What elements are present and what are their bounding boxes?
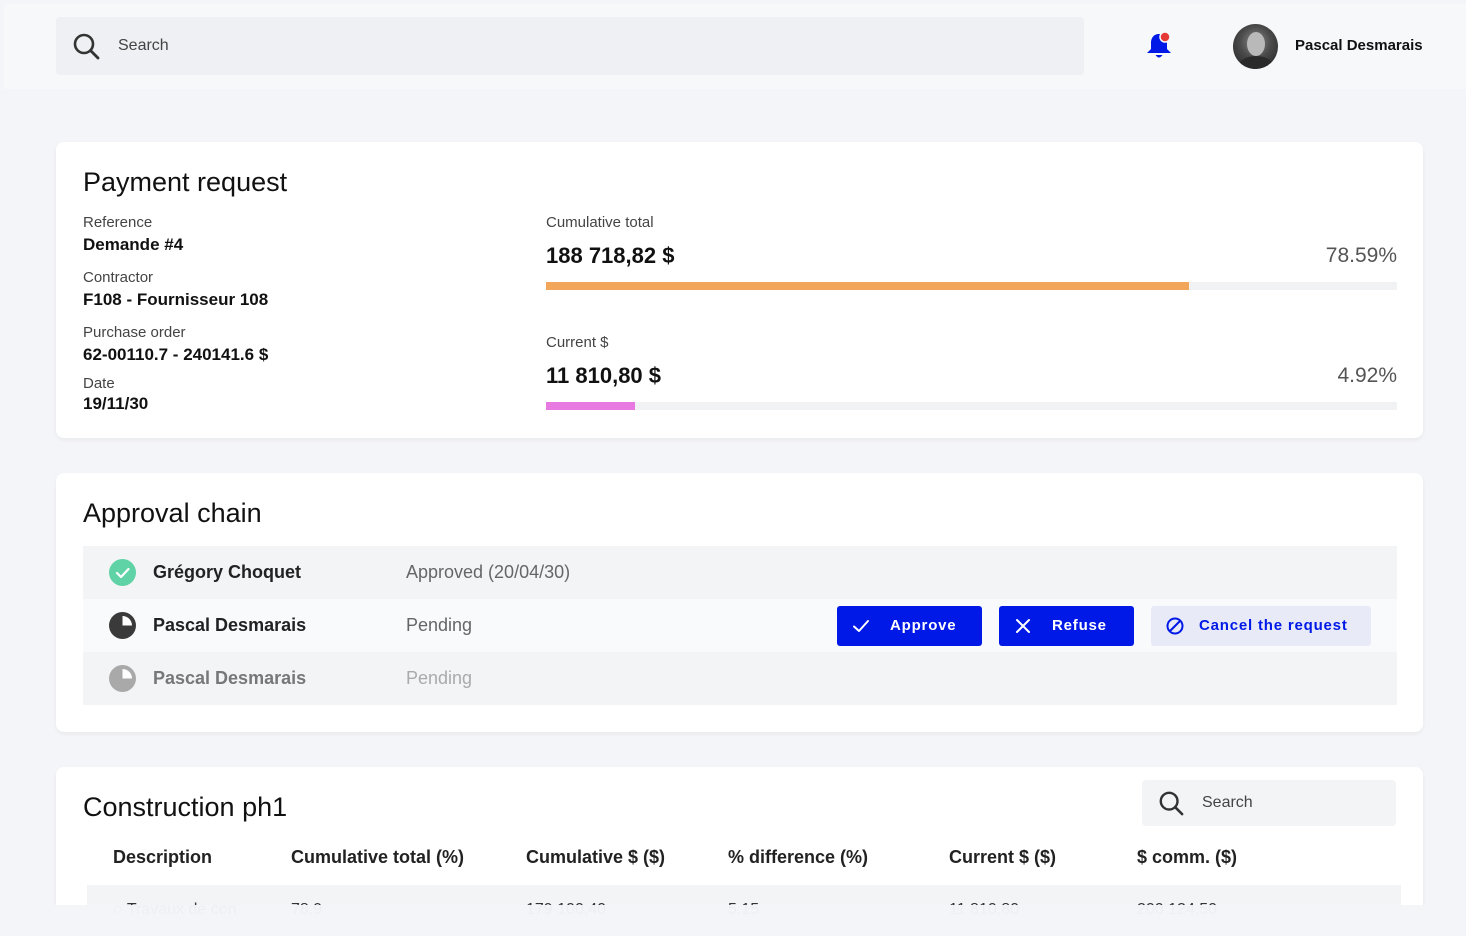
approval-state: Pending — [406, 668, 473, 688]
payment-request-title: Payment request — [83, 167, 288, 197]
table-search[interactable] — [1142, 780, 1396, 826]
column-header-description[interactable]: Description — [113, 847, 213, 867]
approval-chain-card: Approval chain Grégory Choquet Approved … — [56, 473, 1423, 732]
close-icon — [1016, 619, 1030, 633]
cumulative-total-label: Cumulative total — [546, 214, 654, 231]
cancel-request-button[interactable]: Cancel the request — [1151, 606, 1371, 646]
approve-button[interactable]: Approve — [837, 606, 982, 646]
search-icon — [1159, 791, 1184, 816]
approver-name: Pascal Desmarais — [153, 668, 307, 688]
approval-chain-title: Approval chain — [83, 498, 262, 528]
cancel-icon — [1166, 617, 1184, 635]
current-percent: 4.92% — [1337, 364, 1397, 387]
purchase-order-value: 62-00110.7 - 240141.6 $ — [83, 345, 269, 364]
contractor-value: F108 - Fournisseur 108 — [83, 290, 269, 309]
approval-state: Pending — [406, 615, 473, 635]
payment-request-card: Payment request Reference Demande #4 Con… — [56, 142, 1423, 438]
bottom-fade — [0, 905, 1466, 936]
column-header-commitment[interactable]: $ comm. ($) — [1137, 847, 1238, 867]
column-header-current[interactable]: Current $ ($) — [949, 847, 1057, 867]
reference-value: Demande #4 — [83, 235, 184, 254]
approver-name: Grégory Choquet — [153, 562, 302, 582]
current-label: Current $ — [546, 334, 609, 351]
approval-row: Grégory Choquet Approved (20/04/30) — [83, 546, 1397, 599]
column-header-cumulative-amount[interactable]: Cumulative $ ($) — [526, 847, 666, 867]
reference-label: Reference — [83, 214, 153, 231]
approved-check-icon — [109, 559, 136, 586]
approval-row: Pascal Desmarais Pending — [83, 652, 1397, 705]
current-progress — [546, 402, 1397, 410]
refuse-button[interactable]: Refuse — [999, 606, 1134, 646]
construction-title: Construction ph1 — [83, 792, 288, 822]
cumulative-total-percent: 78.59% — [1325, 244, 1397, 267]
cancel-request-label: Cancel the request — [1199, 617, 1348, 634]
approval-state: Approved (20/04/30) — [406, 562, 571, 582]
approve-label: Approve — [890, 617, 957, 634]
approver-name: Pascal Desmarais — [153, 615, 307, 635]
pending-clock-icon — [109, 665, 136, 692]
pending-clock-icon — [109, 612, 136, 639]
global-search[interactable] — [56, 17, 1084, 75]
current-progress-fill — [546, 402, 636, 410]
global-search-input[interactable] — [118, 33, 1018, 59]
cumulative-total-progress-fill — [546, 282, 1189, 290]
date-value: 19/11/30 — [83, 394, 149, 413]
current-value: 11 810,80 $ — [546, 363, 662, 388]
contractor-label: Contractor — [83, 269, 154, 286]
cumulative-total-value: 188 718,82 $ — [546, 243, 675, 268]
column-header-difference[interactable]: % difference (%) — [728, 847, 869, 867]
user-avatar[interactable] — [1233, 24, 1278, 69]
purchase-order-label: Purchase order — [83, 324, 186, 341]
search-icon — [73, 33, 100, 60]
notification-bell-icon[interactable] — [1143, 30, 1175, 62]
refuse-label: Refuse — [1052, 617, 1107, 634]
user-name[interactable]: Pascal Desmarais — [1295, 37, 1423, 54]
approval-row: Pascal Desmarais Pending Approve Refuse … — [83, 599, 1397, 652]
check-icon — [853, 620, 869, 632]
date-label: Date — [83, 375, 115, 392]
cumulative-total-progress — [546, 282, 1397, 290]
table-search-input[interactable] — [1202, 792, 1382, 814]
column-header-cumulative-total[interactable]: Cumulative total (%) — [291, 847, 465, 867]
